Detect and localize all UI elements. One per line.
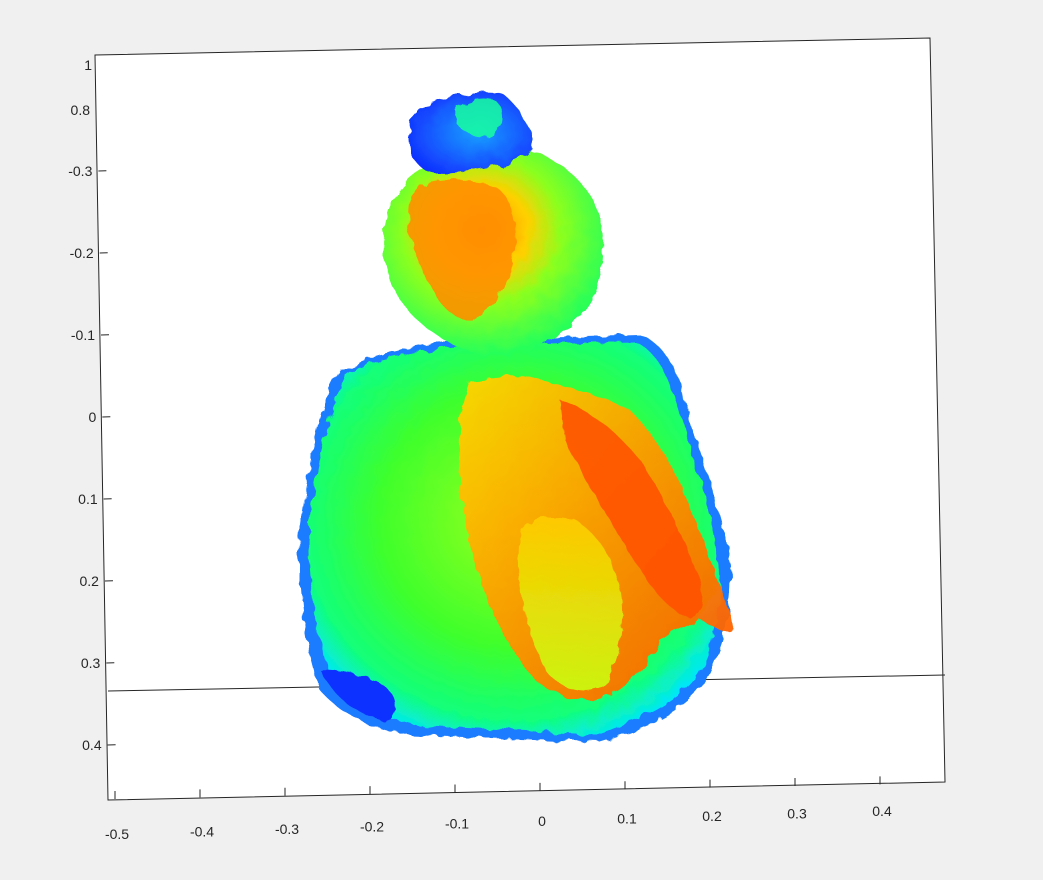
x-tick-label: 0.2 [702,808,722,824]
x-tick-label: 0 [538,813,546,829]
z-tick-label: 0.8 [71,102,91,118]
y-tick-label: 0.3 [81,655,101,671]
point-cloud-base [320,669,394,722]
point-cloud-hair-bun-accent [455,98,503,137]
y-axis: -0.3 -0.2 -0.1 0 0.1 0.2 0.3 0.4 [68,163,116,753]
y-tick-label: -0.2 [70,245,94,261]
y-tick-label: 0.2 [80,573,100,589]
x-tick-label: 0.3 [787,805,807,821]
x-tick-label: -0.4 [190,823,214,839]
y-tick-label: 0.4 [82,737,102,753]
point-cloud-forearm [560,400,703,618]
x-tick-label: -0.2 [360,818,384,834]
x-tick-label: -0.5 [105,826,129,842]
x-axis: -0.5 -0.4 -0.3 -0.2 -0.1 0 0.1 0.2 0.3 0.4 [105,776,892,842]
y-tick-label: 0.1 [78,491,98,507]
z-tick-label: 1 [84,57,92,73]
point-cloud-face [408,180,515,319]
z-axis: 10.8 [71,57,93,118]
x-tick-label: 0.4 [872,803,892,819]
point-cloud-hand [518,517,623,691]
x-tick-label: -0.3 [275,821,299,837]
y-tick-label: 0 [89,409,97,425]
point-cloud [298,91,735,742]
x-tick-label: -0.1 [445,816,469,832]
y-tick-label: -0.1 [71,327,95,343]
x-tick-label: 0.1 [617,811,637,827]
y-tick-label: -0.3 [68,163,92,179]
